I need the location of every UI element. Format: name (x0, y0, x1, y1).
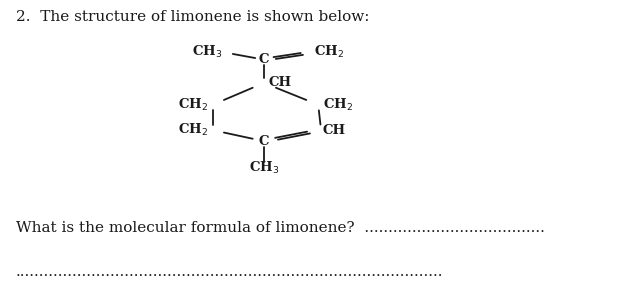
Text: CH$_2$: CH$_2$ (323, 97, 353, 113)
Text: CH$_3$: CH$_3$ (192, 44, 222, 60)
Text: ................................................................................: ........................................… (16, 265, 443, 279)
Text: C: C (259, 135, 269, 148)
Text: C: C (259, 53, 269, 66)
Text: CH: CH (323, 123, 346, 137)
Text: CH$_3$: CH$_3$ (249, 160, 279, 176)
Text: What is the molecular formula of limonene?  ....................................: What is the molecular formula of limonen… (16, 221, 544, 235)
Text: CH$_2$: CH$_2$ (178, 122, 208, 138)
Text: 2.  The structure of limonene is shown below:: 2. The structure of limonene is shown be… (16, 10, 369, 24)
Text: CH$_2$: CH$_2$ (314, 44, 344, 60)
Text: CH: CH (269, 76, 291, 89)
Text: CH$_2$: CH$_2$ (178, 97, 208, 113)
